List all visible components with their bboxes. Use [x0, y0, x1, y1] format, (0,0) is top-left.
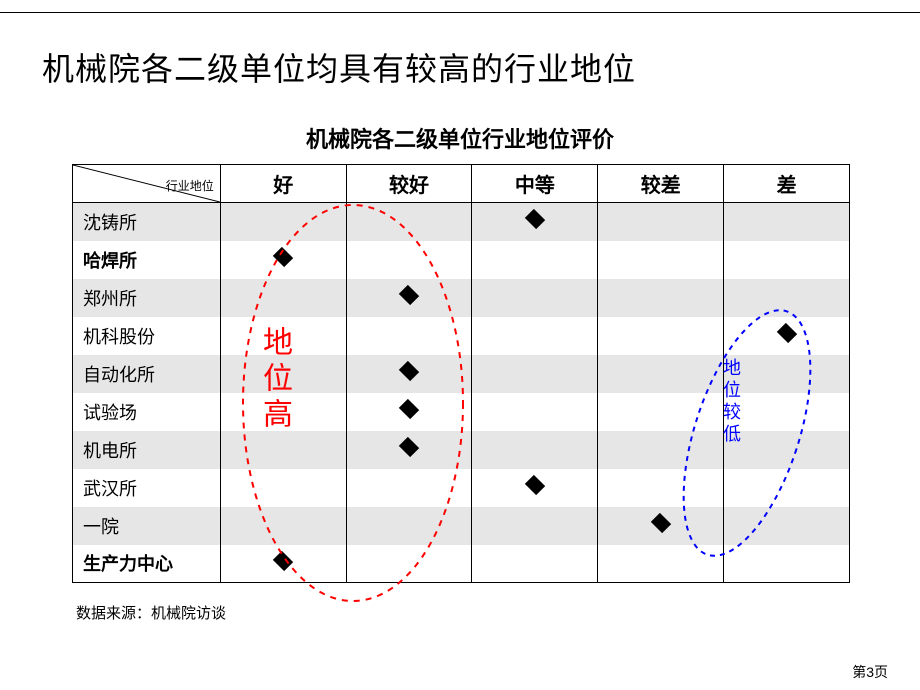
rating-cell	[472, 279, 598, 317]
rating-cell	[472, 431, 598, 469]
rating-cell	[598, 355, 724, 393]
rating-cell	[472, 203, 598, 241]
annotation-red-text: 地位高	[252, 326, 296, 434]
rating-cell	[598, 431, 724, 469]
diamond-marker	[399, 437, 419, 457]
row-label: 郑州所	[73, 279, 221, 317]
diamond-marker	[399, 285, 419, 305]
rating-cell	[598, 545, 724, 583]
table-row: 武汉所	[73, 469, 850, 507]
rating-cell	[472, 393, 598, 431]
rating-cell	[346, 393, 472, 431]
rating-cell	[346, 317, 472, 355]
col-header: 较差	[598, 165, 724, 203]
table-row: 沈铸所	[73, 203, 850, 241]
rating-cell	[346, 507, 472, 545]
col-header: 中等	[472, 165, 598, 203]
row-label: 哈焊所	[73, 241, 221, 279]
rating-cell	[598, 507, 724, 545]
col-header: 差	[724, 165, 850, 203]
rating-cell	[724, 279, 850, 317]
diamond-marker	[399, 399, 419, 419]
rating-cell	[724, 469, 850, 507]
row-label: 试验场	[73, 393, 221, 431]
rating-cell	[346, 241, 472, 279]
rating-cell	[598, 279, 724, 317]
rating-cell	[472, 507, 598, 545]
diamond-marker	[273, 551, 293, 571]
top-divider	[0, 12, 920, 13]
rating-cell	[346, 431, 472, 469]
row-label: 一院	[73, 507, 221, 545]
table-row: 哈焊所	[73, 241, 850, 279]
rating-cell	[724, 317, 850, 355]
rating-cell	[220, 431, 346, 469]
col-header: 好	[220, 165, 346, 203]
slide-title: 机械院各二级单位均具有较高的行业地位	[42, 44, 636, 90]
diamond-marker	[399, 361, 419, 381]
table-header-row: 行业地位 好 较好 中等 较差 差	[73, 165, 850, 203]
row-label: 沈铸所	[73, 203, 221, 241]
rating-cell	[346, 355, 472, 393]
table-row: 机科股份	[73, 317, 850, 355]
diamond-marker	[651, 513, 671, 533]
rating-cell	[472, 545, 598, 583]
rating-cell	[724, 507, 850, 545]
data-source: 数据来源：机械院访谈	[76, 602, 226, 623]
rating-cell	[472, 317, 598, 355]
corner-cell: 行业地位	[73, 165, 221, 203]
rating-cell	[220, 203, 346, 241]
slide-subtitle: 机械院各二级单位行业地位评价	[0, 122, 920, 154]
rating-cell	[220, 279, 346, 317]
row-label: 武汉所	[73, 469, 221, 507]
row-label: 机科股份	[73, 317, 221, 355]
rating-cell	[598, 241, 724, 279]
rating-cell	[346, 279, 472, 317]
col-header: 较好	[346, 165, 472, 203]
rating-cell	[724, 241, 850, 279]
rating-cell	[724, 545, 850, 583]
table-row: 一院	[73, 507, 850, 545]
table-row: 生产力中心	[73, 545, 850, 583]
rating-cell	[220, 469, 346, 507]
rating-cell	[598, 393, 724, 431]
row-label: 自动化所	[73, 355, 221, 393]
rating-cell	[346, 545, 472, 583]
row-label: 生产力中心	[73, 545, 221, 583]
rating-cell	[472, 355, 598, 393]
rating-cell	[220, 507, 346, 545]
diamond-marker	[525, 209, 545, 229]
rating-cell	[724, 203, 850, 241]
annotation-blue-text: 地位较低	[718, 358, 744, 446]
rating-cell	[220, 545, 346, 583]
row-label: 机电所	[73, 431, 221, 469]
rating-cell	[472, 469, 598, 507]
rating-cell	[598, 203, 724, 241]
rating-cell	[598, 317, 724, 355]
rating-cell	[220, 241, 346, 279]
rating-cell	[472, 241, 598, 279]
rating-cell	[346, 469, 472, 507]
table-row: 郑州所	[73, 279, 850, 317]
page-number: 第3页	[852, 662, 888, 682]
diamond-marker	[273, 247, 293, 267]
diamond-marker	[525, 475, 545, 495]
rating-cell	[346, 203, 472, 241]
rating-cell	[598, 469, 724, 507]
diamond-marker	[776, 323, 796, 343]
